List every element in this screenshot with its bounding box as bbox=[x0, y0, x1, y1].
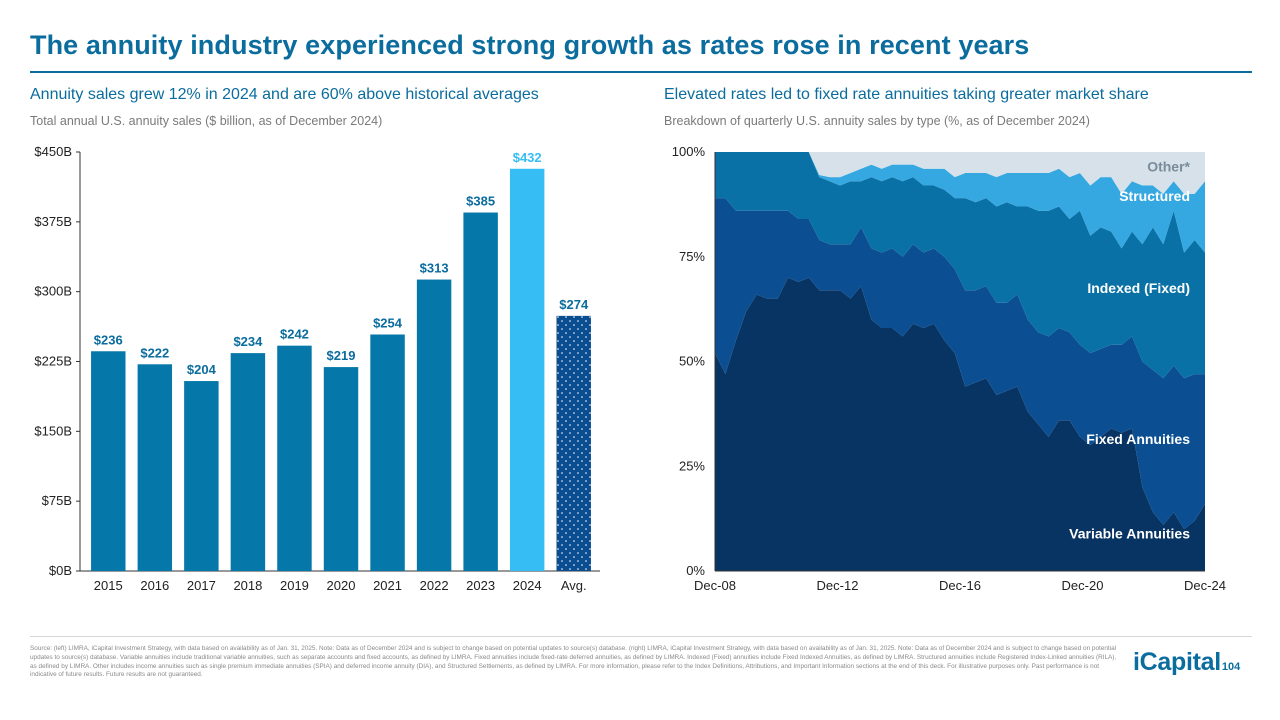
series-label: Variable Annuities bbox=[1069, 525, 1190, 541]
bar-value-label: $385 bbox=[466, 194, 495, 209]
y-tick-label: $0B bbox=[49, 563, 72, 578]
bar-value-label: $254 bbox=[373, 315, 403, 330]
area-layers bbox=[715, 152, 1205, 571]
y-tick-label: $450B bbox=[34, 144, 72, 159]
bar-2017 bbox=[184, 381, 219, 571]
icapital-logo: iCapital bbox=[1133, 648, 1221, 676]
area-variable-annuities bbox=[715, 277, 1205, 571]
x-tick-label: Dec-20 bbox=[1062, 578, 1104, 593]
bar-value-label: $236 bbox=[94, 332, 123, 347]
bar-2019 bbox=[277, 345, 312, 571]
x-tick-label: 2017 bbox=[187, 578, 216, 593]
bar-2015 bbox=[91, 351, 126, 571]
area-fixed-annuities bbox=[715, 198, 1205, 530]
bar-2016 bbox=[137, 364, 173, 571]
page-number: 104 bbox=[1221, 661, 1241, 673]
x-tick-label: Dec-16 bbox=[939, 578, 981, 593]
bar-value-label: $222 bbox=[140, 345, 169, 360]
x-tick-label: Avg. bbox=[561, 578, 587, 593]
x-tick-label: 2016 bbox=[140, 578, 169, 593]
left-chart-caption: Total annual U.S. annuity sales ($ billi… bbox=[30, 114, 383, 128]
bar-2024 bbox=[509, 168, 545, 571]
annual-sales-bar-chart: $0B $75B $150B $225B $300B $375B $450B $236 2015… bbox=[34, 144, 600, 593]
bar-2022 bbox=[416, 279, 452, 571]
series-label: Fixed Annuities bbox=[1086, 431, 1190, 447]
y-tick-label: $75B bbox=[42, 493, 72, 508]
x-tick-label: Dec-24 bbox=[1184, 578, 1226, 593]
y-tick-label: 0% bbox=[686, 563, 705, 578]
x-tick-label: 2020 bbox=[327, 578, 356, 593]
x-tick-label: Dec-08 bbox=[694, 578, 736, 593]
bar-value-label: $313 bbox=[420, 261, 449, 276]
area-other bbox=[715, 152, 1205, 194]
series-label: Indexed (Fixed) bbox=[1087, 280, 1190, 296]
x-tick-label: Dec-12 bbox=[817, 578, 859, 593]
bar-2021 bbox=[370, 334, 405, 571]
right-chart-caption: Breakdown of quarterly U.S. annuity sale… bbox=[664, 114, 1090, 128]
area-structured bbox=[715, 152, 1205, 253]
x-tick-label: 2018 bbox=[233, 578, 262, 593]
bar-value-label: $274 bbox=[559, 297, 589, 312]
x-tick-label: 2021 bbox=[373, 578, 402, 593]
y-tick-label: $225B bbox=[34, 354, 72, 369]
y-tick-label: $300B bbox=[34, 284, 72, 299]
source-footnote: Source: (left) LIMRA, iCapital Investmen… bbox=[30, 645, 1117, 679]
series-label: Other* bbox=[1147, 159, 1190, 175]
bar-value-label: $432 bbox=[513, 150, 542, 165]
bar-2023 bbox=[463, 212, 498, 571]
y-tick-label: 75% bbox=[679, 249, 705, 264]
y-tick-label: 25% bbox=[679, 458, 705, 473]
footer-divider bbox=[30, 636, 1252, 637]
x-tick-label: 2023 bbox=[466, 578, 495, 593]
right-chart-title: Elevated rates led to fixed rate annuiti… bbox=[664, 86, 1149, 103]
x-tick-label: 2015 bbox=[94, 578, 123, 593]
x-tick-label: 2024 bbox=[513, 578, 542, 593]
y-tick-label: 50% bbox=[679, 354, 705, 369]
title-divider bbox=[30, 71, 1252, 73]
brand-mark: iCapital104 bbox=[1133, 648, 1240, 677]
sales-mix-area-chart: 0% 25% 50% 75% 100% Dec-08 Dec-12 Dec-16 Dec-20 D… bbox=[672, 144, 1226, 593]
page-title: The annuity industry experienced strong … bbox=[30, 30, 1030, 60]
bar-value-label: $242 bbox=[280, 327, 309, 342]
area-indexed-fixed bbox=[715, 152, 1205, 379]
x-tick-label: 2022 bbox=[420, 578, 449, 593]
y-tick-label: $150B bbox=[34, 423, 72, 438]
bar-value-label: $204 bbox=[187, 362, 217, 377]
bar-2020 bbox=[323, 367, 359, 571]
x-tick-label: 2019 bbox=[280, 578, 309, 593]
bar-value-label: $219 bbox=[327, 348, 356, 363]
bar-value-label: $234 bbox=[233, 334, 263, 349]
left-chart-title: Annuity sales grew 12% in 2024 and are 6… bbox=[30, 86, 539, 103]
bar-avg bbox=[556, 315, 591, 571]
bar-2018 bbox=[230, 353, 266, 571]
y-tick-label: 100% bbox=[672, 144, 706, 159]
y-tick-label: $375B bbox=[34, 214, 72, 229]
series-label: Structured bbox=[1119, 188, 1190, 204]
